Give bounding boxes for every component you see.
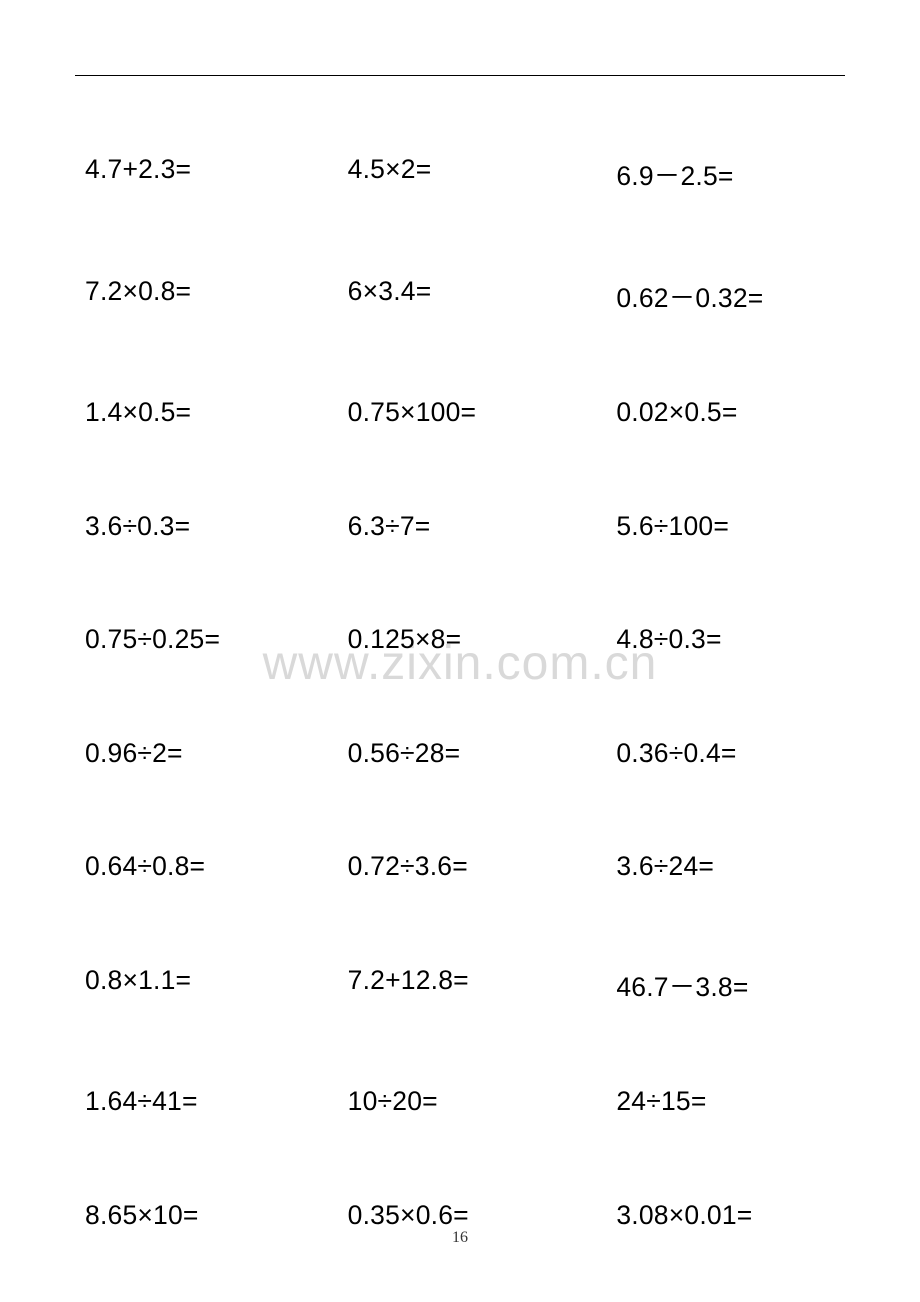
problem-cell: 8.65×10= xyxy=(75,1200,332,1231)
problem-cell: 0.75×100= xyxy=(332,397,589,428)
header-rule xyxy=(75,75,845,76)
problem-cell: 1.64÷41= xyxy=(75,1086,332,1117)
problem-cell: 5.6÷100= xyxy=(588,511,845,542)
problem-cell: 6.3÷7= xyxy=(332,511,589,542)
problem-cell: 0.72÷3.6= xyxy=(332,851,589,882)
problem-cell: 3.08×0.01= xyxy=(588,1200,845,1231)
page-number: 16 xyxy=(0,1229,920,1247)
problem-cell: 4.8÷0.3= xyxy=(588,624,845,655)
problem-cell: 0.56÷28= xyxy=(332,738,589,769)
problem-cell: 4.5×2= xyxy=(332,154,589,193)
problems-grid: 4.7+2.3= 4.5×2= 6.9－2.5= 7.2×0.8= 6×3.4=… xyxy=(75,154,845,1231)
problem-cell: 0.96÷2= xyxy=(75,738,332,769)
problem-cell: 0.64÷0.8= xyxy=(75,851,332,882)
problem-cell: 0.02×0.5= xyxy=(588,397,845,428)
problem-cell: 7.2+12.8= xyxy=(332,965,589,1004)
problem-cell: 3.6÷24= xyxy=(588,851,845,882)
problem-cell: 0.35×0.6= xyxy=(332,1200,589,1231)
problem-cell: 7.2×0.8= xyxy=(75,276,332,315)
problem-cell: 6.9－2.5= xyxy=(588,154,845,193)
problem-cell: 0.8×1.1= xyxy=(75,965,332,1004)
problem-cell: 46.7－3.8= xyxy=(588,965,845,1004)
problem-cell: 3.6÷0.3= xyxy=(75,511,332,542)
problem-cell: 6×3.4= xyxy=(332,276,589,315)
problem-cell: 24÷15= xyxy=(588,1086,845,1117)
problem-cell: 0.62－0.32= xyxy=(588,276,845,315)
problem-cell: 1.4×0.5= xyxy=(75,397,332,428)
problem-cell: 4.7+2.3= xyxy=(75,154,332,193)
problem-cell: 0.75÷0.25= xyxy=(75,624,332,655)
problem-cell: 0.36÷0.4= xyxy=(588,738,845,769)
problem-cell: 0.125×8= xyxy=(332,624,589,655)
problem-cell: 10÷20= xyxy=(332,1086,589,1117)
